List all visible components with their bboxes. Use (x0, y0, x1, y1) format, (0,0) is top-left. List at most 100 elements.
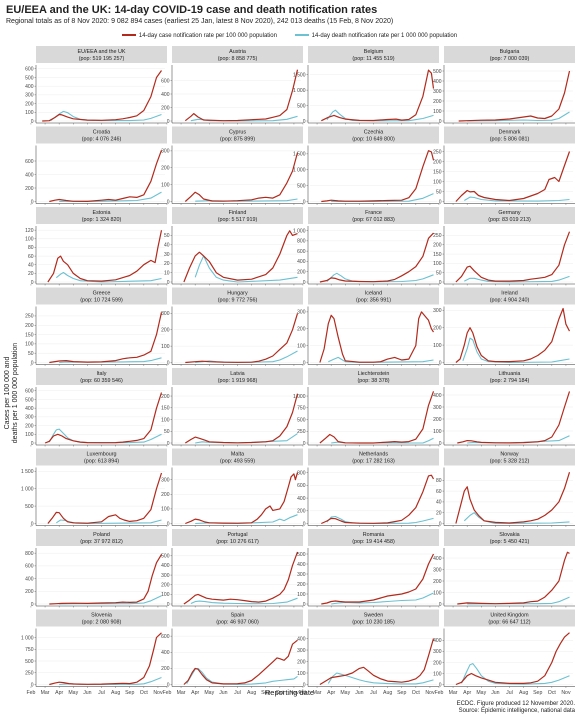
panel-title: Bulgaria (500, 49, 520, 55)
x-tick-label: May (340, 690, 350, 696)
x-tick-label: Mar (313, 690, 322, 696)
panel-header (172, 609, 303, 627)
y-tick-label: 1 000 (21, 635, 34, 641)
y-tick-label: 500 (25, 659, 34, 665)
y-tick-label: 250 (433, 233, 442, 239)
panel: Finland(pop: 5 517 919) 0 10 20 30 40 50 (164, 207, 303, 286)
y-tick-label: 100 (433, 343, 442, 349)
panel-title: Slovakia (499, 532, 519, 538)
panel-title: Croatia (93, 130, 110, 136)
x-tick-label: Jul (98, 690, 105, 696)
y-tick-label: 0 (167, 360, 170, 366)
panel: Iceland(pop: 356 991) 0 100 200 300 (297, 287, 439, 366)
panel-header (36, 46, 167, 63)
y-tick-label: 0 (303, 280, 306, 286)
panel-population: (pop: 5 806 081) (490, 137, 530, 143)
y-tick-label: 100 (161, 592, 170, 598)
y-tick-label: 200 (161, 666, 170, 672)
panel-title: Poland (93, 532, 110, 538)
y-tick-label: 500 (25, 504, 34, 510)
panel-header (36, 287, 167, 305)
panel-title: EU/EEA and the UK (78, 49, 126, 55)
panel-title: Norway (500, 452, 519, 458)
panel-population: (pop: 5 517 919) (218, 217, 258, 223)
panel-population: (pop: 5 450 421) (490, 539, 530, 545)
panel-population: (pop: 66 647 112) (488, 620, 530, 626)
y-tick-label: 100 (25, 432, 34, 438)
panel-population: (pop: 613 894) (84, 459, 119, 465)
y-tick-label: 0 (167, 521, 170, 527)
series-line-cases (319, 232, 434, 283)
y-tick-label: 300 (297, 648, 306, 654)
y-tick-label: 400 (297, 562, 306, 568)
panel-population: (pop: 493 559) (220, 459, 255, 465)
panel-header (172, 448, 303, 466)
y-tick-label: 200 (161, 328, 170, 334)
y-tick-label: 300 (161, 311, 170, 317)
panel-header (444, 448, 575, 466)
y-tick-label: 300 (25, 93, 34, 99)
x-tick-label: Jun (491, 690, 499, 696)
y-tick-label: 300 (433, 308, 442, 314)
y-tick-label: 100 (297, 592, 306, 598)
y-tick-label: 600 (297, 249, 306, 255)
series-line-cases (185, 313, 299, 364)
y-tick-label: 400 (433, 79, 442, 85)
y-tick-label: 40 (436, 500, 442, 506)
y-tick-label: 20 (28, 271, 34, 277)
series-line-cases (47, 472, 163, 524)
page-title: EU/EEA and the UK: 14-day COVID-19 case … (6, 4, 378, 16)
panel-header (444, 287, 575, 305)
panel-header (444, 368, 575, 385)
y-tick-label: 150 (161, 406, 170, 412)
y-tick-label: 0 (303, 199, 306, 205)
y-tick-label: 500 (297, 103, 306, 109)
y-tick-label: 250 (25, 314, 34, 320)
y-tick-label: 400 (161, 650, 170, 656)
panel-header (308, 529, 439, 546)
series-line-cases (321, 69, 435, 122)
y-tick-label: 0 (31, 521, 34, 527)
x-tick-label: Oct (548, 690, 557, 696)
panel-header (308, 368, 439, 385)
panel-header (36, 368, 167, 385)
y-tick-label: 20 (164, 261, 170, 267)
y-tick-label: 150 (25, 332, 34, 338)
panel: Malta(pop: 493 559) 0 100 200 300 (161, 448, 303, 527)
y-tick-label: 0 (439, 119, 442, 125)
x-tick-label: Nov (289, 690, 299, 696)
y-tick-label: 1 000 (293, 228, 306, 234)
series-line-cases (184, 393, 299, 444)
y-tick-label: 40 (28, 263, 34, 269)
panel: Croatia(pop: 4 076 246) 0 200 400 600 (25, 126, 167, 205)
y-tick-label: 500 (297, 552, 306, 558)
panel-population: (pop: 7 000 039) (490, 56, 530, 62)
panel-header (444, 529, 575, 546)
y-tick-label: 150 (433, 169, 442, 175)
y-tick-label: 0 (31, 602, 34, 608)
y-tick-label: 1 000 (293, 168, 306, 174)
y-tick-label: 200 (161, 492, 170, 498)
panel-header (308, 126, 439, 144)
y-tick-label: 1 500 (21, 469, 34, 475)
x-tick-label: Jul (370, 690, 377, 696)
y-tick-label: 1 500 (293, 152, 306, 158)
panel-header (172, 368, 303, 385)
x-tick-label: Jun (83, 690, 91, 696)
panel: Hungary(pop: 9 772 756) 0 100 200 300 (161, 287, 303, 366)
y-tick-label: 120 (25, 228, 34, 234)
y-tick-label: 400 (297, 496, 306, 502)
panel-header (36, 529, 167, 546)
y-tick-label: 150 (433, 252, 442, 258)
y-tick-label: 100 (433, 429, 442, 435)
panel-title: Ireland (501, 291, 517, 297)
y-tick-label: 200 (25, 423, 34, 429)
y-tick-label: 0 (31, 441, 34, 447)
y-tick-label: 250 (433, 149, 442, 155)
y-tick-label: 100 (161, 182, 170, 188)
series-line-deaths (195, 514, 298, 525)
panel-title: Greece (93, 291, 111, 297)
y-tick-label: 200 (433, 417, 442, 423)
series-line-cases (44, 392, 163, 444)
y-tick-label: 20 (436, 511, 442, 517)
